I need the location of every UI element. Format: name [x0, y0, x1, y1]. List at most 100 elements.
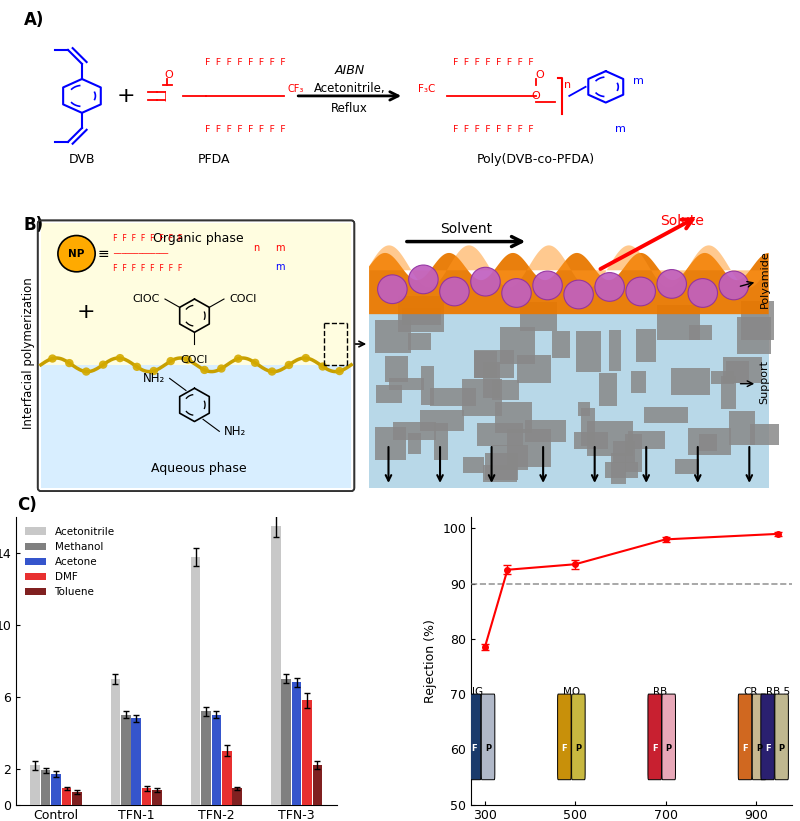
Text: m: m	[633, 76, 644, 85]
Bar	[375, 428, 406, 460]
FancyBboxPatch shape	[38, 220, 354, 491]
Text: +: +	[77, 302, 95, 322]
Text: F F F F F F F F: F F F F F F F F	[453, 58, 534, 67]
Text: F₃C: F₃C	[418, 84, 435, 94]
Circle shape	[378, 275, 407, 304]
Bar	[376, 385, 402, 403]
Legend: Acetonitrile, Methanol, Acetone, DMF, Toluene: Acetonitrile, Methanol, Acetone, DMF, To…	[22, 522, 119, 602]
Circle shape	[99, 360, 107, 369]
Text: ≡: ≡	[98, 246, 109, 261]
Text: F F F F F F F F: F F F F F F F F	[113, 264, 182, 273]
Bar	[750, 424, 779, 445]
Bar	[110, 679, 120, 805]
Circle shape	[440, 277, 469, 306]
Text: F F F F F F F F: F F F F F F F F	[205, 58, 286, 67]
Bar	[477, 423, 522, 446]
Bar	[313, 765, 322, 805]
Circle shape	[564, 280, 594, 309]
Text: COCl: COCl	[181, 355, 208, 365]
Text: P: P	[778, 744, 785, 753]
Text: F F F F F F F F: F F F F F F F F	[453, 125, 534, 134]
Text: P: P	[756, 744, 762, 753]
Bar	[389, 378, 424, 390]
Circle shape	[150, 367, 158, 375]
Text: F: F	[742, 744, 748, 753]
Text: PFDA: PFDA	[198, 154, 230, 167]
Text: F: F	[471, 744, 477, 753]
Text: MO: MO	[562, 687, 580, 697]
Circle shape	[285, 360, 293, 369]
Bar	[62, 788, 71, 805]
Bar	[420, 410, 465, 431]
Bar	[201, 711, 210, 805]
Circle shape	[657, 269, 686, 298]
Text: O: O	[165, 70, 174, 80]
Circle shape	[65, 359, 74, 367]
Text: P: P	[485, 744, 491, 753]
Circle shape	[116, 354, 124, 362]
Circle shape	[533, 271, 562, 300]
Bar	[658, 305, 700, 340]
Bar	[605, 461, 638, 478]
Text: F F F F F F F F: F F F F F F F F	[113, 234, 182, 243]
Bar	[587, 421, 633, 456]
Text: ─────────────: ─────────────	[113, 250, 168, 257]
Bar	[474, 351, 514, 378]
Bar	[492, 445, 528, 470]
Polygon shape	[369, 245, 769, 287]
Bar	[738, 317, 771, 355]
Circle shape	[318, 362, 327, 370]
Text: F: F	[765, 744, 770, 753]
Bar	[699, 434, 717, 452]
Text: Poly(DVB-co-PFDA): Poly(DVB-co-PFDA)	[477, 154, 595, 167]
Bar	[386, 355, 408, 383]
Bar	[212, 715, 222, 805]
Bar	[462, 379, 502, 416]
Bar	[741, 301, 774, 341]
Circle shape	[58, 236, 95, 272]
Text: Solute: Solute	[660, 214, 704, 228]
Text: CR: CR	[743, 687, 758, 697]
Text: Polyamide: Polyamide	[759, 250, 770, 308]
Bar	[495, 402, 532, 433]
FancyBboxPatch shape	[775, 694, 788, 780]
Bar	[51, 774, 61, 805]
Bar	[222, 750, 232, 805]
Bar	[483, 362, 500, 397]
Circle shape	[595, 273, 624, 301]
Text: P: P	[666, 744, 672, 753]
Text: ClOC: ClOC	[133, 294, 160, 304]
Circle shape	[719, 271, 749, 300]
Bar	[485, 453, 518, 479]
Bar	[726, 361, 750, 383]
Bar	[72, 792, 82, 805]
Bar	[292, 682, 302, 805]
Bar	[599, 373, 618, 406]
Circle shape	[335, 367, 344, 375]
Bar	[625, 433, 642, 472]
FancyBboxPatch shape	[738, 694, 752, 780]
Bar	[462, 457, 484, 473]
Text: m: m	[275, 262, 285, 272]
Text: DVB: DVB	[69, 154, 95, 167]
Text: m: m	[615, 124, 626, 134]
Bar	[609, 330, 621, 371]
Bar	[402, 308, 441, 325]
FancyBboxPatch shape	[648, 694, 662, 780]
Bar	[688, 428, 730, 456]
Bar	[142, 788, 151, 805]
FancyBboxPatch shape	[482, 694, 495, 780]
Circle shape	[688, 278, 718, 307]
Bar	[610, 453, 626, 484]
Bar	[152, 791, 162, 805]
Text: +: +	[117, 86, 135, 106]
Text: Organic phase: Organic phase	[153, 232, 244, 245]
Bar	[644, 407, 688, 423]
Text: Interfacial polymerization: Interfacial polymerization	[22, 277, 35, 429]
Text: NH₂: NH₂	[143, 372, 166, 385]
FancyBboxPatch shape	[572, 694, 585, 780]
Text: P: P	[575, 744, 582, 753]
Circle shape	[626, 277, 655, 306]
Bar	[434, 423, 448, 461]
Circle shape	[183, 355, 192, 364]
